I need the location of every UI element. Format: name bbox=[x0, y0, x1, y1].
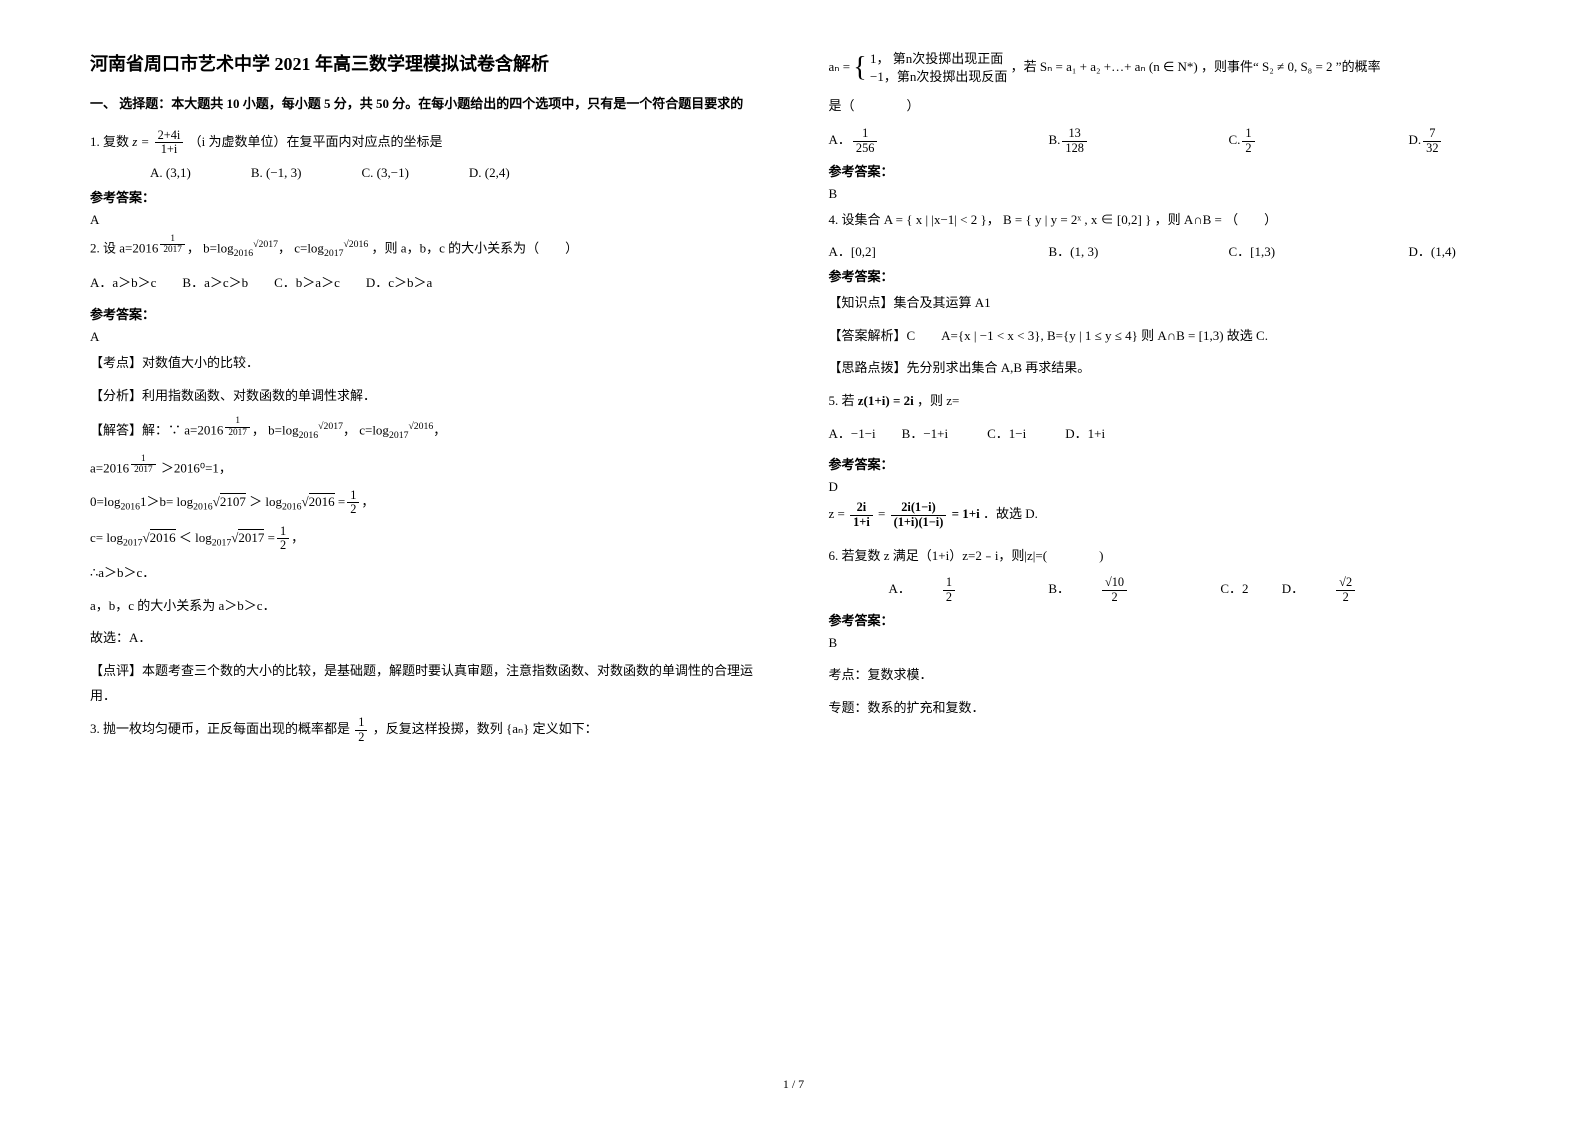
q5-options: A．−1−i B．−1+i C．1−i D．1+i bbox=[829, 422, 1498, 447]
q4-p2: 【答案解析】C A={x | −1 < x < 3}, B={y | 1 ≤ y… bbox=[829, 324, 1498, 349]
answer-label: 参考答案： bbox=[829, 610, 1498, 629]
q1-stem-a: 1. 复数 bbox=[90, 134, 129, 149]
question-5: 5. 若 z(1+i) = 2i ，则 z= bbox=[829, 389, 1498, 414]
q3-answer: B bbox=[829, 186, 1498, 202]
answer-label: 参考答案： bbox=[829, 266, 1498, 285]
question-3: 3. 抛一枚均匀硬币，正反每面出现的概率都是 12 ，反复这样投掷，数列 {aₙ… bbox=[90, 716, 759, 744]
q6-answer: B bbox=[829, 635, 1498, 651]
q5-work: z = 2i1+i = 2i(1−i)(1+i)(1−i) = 1+i ．故选 … bbox=[829, 501, 1498, 529]
q2-solution-line: 【解答】解：∵ a=201612017， b=log2016√2017， c=l… bbox=[90, 416, 759, 445]
q2-p5: a，b，c 的大小关系为 a＞b＞c． bbox=[90, 594, 759, 619]
q2-options: A．a＞b＞c B．a＞c＞b C．b＞a＞c D．c＞b＞a bbox=[90, 271, 759, 296]
question-4: 4. 设集合 A = { x | |x−1| < 2 }， B = { y | … bbox=[829, 208, 1498, 233]
q6-p2: 专题：数系的扩充和复数． bbox=[829, 696, 1498, 721]
q4-options: A．[0,2] B．(1, 3) C．[1,3) D．(1,4) bbox=[829, 241, 1498, 260]
q2-p4: ∴a＞b＞c． bbox=[90, 561, 759, 586]
q2-p6: 故选：A． bbox=[90, 626, 759, 651]
q3-stem-d: 是（ ） bbox=[829, 94, 1498, 119]
page-number: 1 / 7 bbox=[0, 1077, 1587, 1092]
q2-line4: a=201612017 ＞2016⁰=1， bbox=[90, 454, 759, 481]
q3-piecewise: aₙ = { 1， 第n次投掷出现正面 −1，第n次投掷出现反面 ，若 Sₙ =… bbox=[829, 50, 1498, 86]
q6-options: A．12 B．√102 C．2 D．√22 bbox=[889, 576, 1498, 604]
q4-p1: 【知识点】集合及其运算 A1 bbox=[829, 291, 1498, 316]
q1-stem-b: （i 为虚数单位）在复平面内对应点的坐标是 bbox=[189, 134, 443, 149]
question-1: 1. 复数 z = 2+4i 1+i （i 为虚数单位）在复平面内对应点的坐标是 bbox=[90, 129, 759, 157]
answer-label: 参考答案： bbox=[90, 187, 759, 206]
q3-options: A．1256 B.13128 C.12 D.732 bbox=[829, 127, 1498, 155]
answer-label: 参考答案： bbox=[829, 161, 1498, 180]
q2-point: 【考点】对数值大小的比较． bbox=[90, 351, 759, 376]
q2-answer: A bbox=[90, 329, 759, 345]
q2-analysis: 【分析】利用指数函数、对数函数的单调性求解． bbox=[90, 384, 759, 409]
question-2: 2. 设 a=201612017， b=log2016√2017， c=log2… bbox=[90, 234, 759, 263]
q1-options: A. (3,1) B. (−1, 3) C. (3,−1) D. (2,4) bbox=[150, 165, 759, 181]
q2-line6: c= log2017√2016 ＜ log2017√2017 =12， bbox=[90, 525, 759, 553]
q6-p1: 考点：复数求模． bbox=[829, 663, 1498, 688]
q5-answer: D bbox=[829, 479, 1498, 495]
q2-p7: 【点评】本题考查三个数的大小的比较，是基础题，解题时要认真审题，注意指数函数、对… bbox=[90, 659, 759, 708]
q1-answer: A bbox=[90, 212, 759, 228]
page-title: 河南省周口市艺术中学 2021 年高三数学理模拟试卷含解析 bbox=[90, 50, 759, 76]
q1-fraction: 2+4i 1+i bbox=[155, 129, 184, 157]
q2-line5: 0=log20161＞b= log2016√2107 ＞ log2016√201… bbox=[90, 489, 759, 517]
answer-label: 参考答案： bbox=[90, 304, 759, 323]
question-6: 6. 若复数 z 满足（1+i）z=2﹣i，则|z|=( ) bbox=[829, 544, 1498, 569]
answer-label: 参考答案： bbox=[829, 454, 1498, 473]
q4-p3: 【思路点拨】先分别求出集合 A,B 再求结果。 bbox=[829, 356, 1498, 381]
section-heading: 一、 选择题：本大题共 10 小题，每小题 5 分，共 50 分。在每小题给出的… bbox=[90, 94, 759, 115]
